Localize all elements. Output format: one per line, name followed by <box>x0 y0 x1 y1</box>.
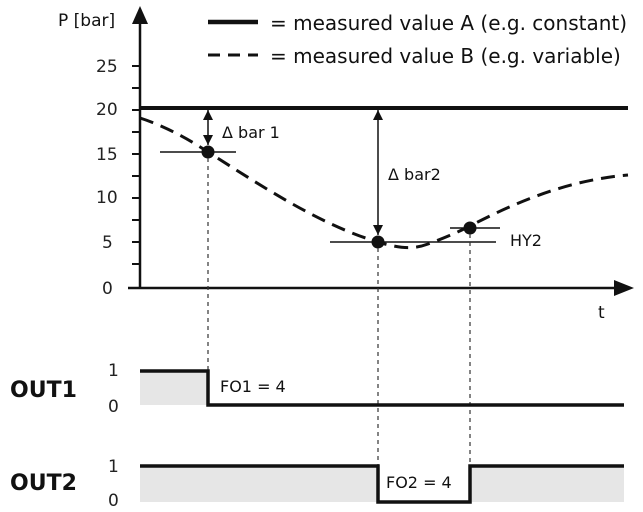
switch-point-1 <box>201 145 215 159</box>
out1-annotation: FO1 = 4 <box>220 377 286 396</box>
out1-fill <box>140 371 208 405</box>
out2-level-1: 1 <box>108 457 119 477</box>
y-tick-0: 0 <box>102 279 113 299</box>
delta-bar2-label: Δ bar2 <box>388 165 441 184</box>
out2-level-0: 0 <box>108 491 119 511</box>
x-axis-arrow <box>614 280 634 296</box>
out2-label: OUT2 <box>10 471 77 496</box>
out2-annotation: FO2 = 4 <box>386 473 452 492</box>
x-axis-label: t <box>598 303 605 323</box>
y-axis-label: P [bar] <box>58 11 115 31</box>
delta-bar1-label: Δ bar 1 <box>222 123 280 142</box>
y-tick-10: 10 <box>96 188 118 208</box>
out2-fill-right <box>470 466 624 502</box>
out1-signal <box>140 369 624 407</box>
y-axis-arrow <box>132 6 148 24</box>
out2-signal <box>140 464 624 504</box>
y-tick-25: 25 <box>96 57 118 77</box>
switch-point-3 <box>463 221 477 235</box>
out1-level-1: 1 <box>108 361 119 381</box>
legend-series-a: = measured value A (e.g. constant) <box>270 11 627 35</box>
y-tick-20: 20 <box>96 100 118 120</box>
out2-fill-left <box>140 466 378 502</box>
y-ticks <box>132 65 140 265</box>
switch-point-2 <box>371 235 385 249</box>
series-b-curve <box>139 116 629 250</box>
hy2-label: HY2 <box>510 231 542 250</box>
legend-series-b: = measured value B (e.g. variable) <box>270 44 621 68</box>
y-tick-15: 15 <box>96 145 118 165</box>
out1-label: OUT1 <box>10 378 77 403</box>
out1-level-0: 0 <box>108 397 119 417</box>
y-tick-5: 5 <box>102 233 113 253</box>
